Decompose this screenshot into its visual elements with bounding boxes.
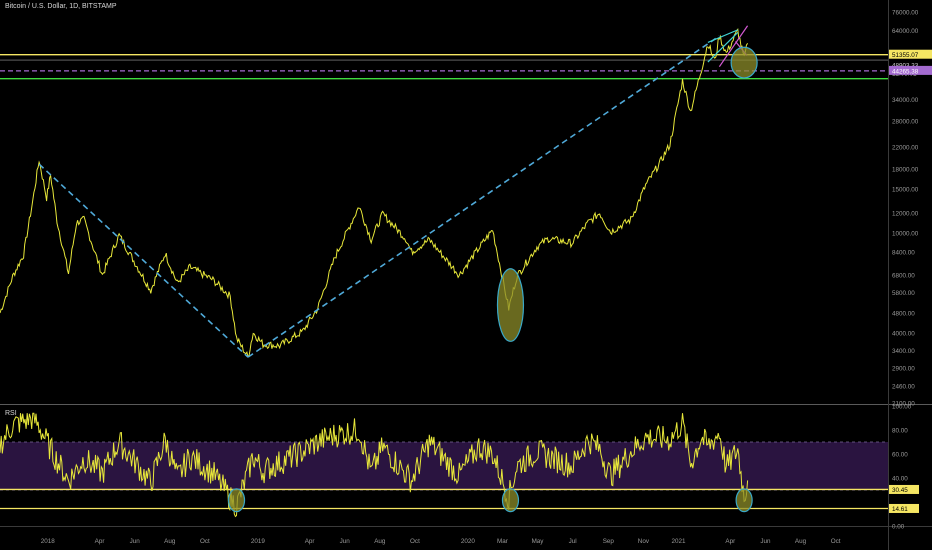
- x-tick-label: Apr: [95, 538, 105, 545]
- x-tick-label: Apr: [305, 538, 315, 545]
- rsi-series-line: [0, 412, 749, 518]
- wedge-line: [707, 32, 739, 63]
- price-highlight-ellipse: [730, 46, 758, 79]
- x-tick-label: Oct: [200, 538, 210, 545]
- rsi-highlight-ellipse: [227, 488, 246, 513]
- price-highlight-ellipse: [496, 268, 525, 342]
- trendline: [247, 35, 720, 358]
- rsi-tick-label: 100.00: [892, 404, 912, 411]
- rsi-tick-label: 40.00: [892, 476, 908, 483]
- x-tick-label: Jun: [130, 538, 141, 545]
- wedge-line: [718, 25, 749, 68]
- rsi-tick-label: 80.00: [892, 428, 908, 435]
- price-tick-label: 18000.00: [892, 166, 919, 173]
- price-tick-label: 8400.00: [892, 249, 915, 256]
- price-tick-label: 4000.00: [892, 330, 915, 337]
- price-tick-label: 5800.00: [892, 290, 915, 297]
- price-label-badge: [889, 49, 932, 59]
- rsi-tick-label: 60.00: [892, 452, 908, 459]
- price-tick-label: 4800.00: [892, 310, 915, 317]
- price-tick-label: 10000.00: [892, 230, 919, 237]
- price-tick-label: 28000.00: [892, 118, 919, 125]
- price-tick-label: 2900.00: [892, 365, 915, 372]
- x-tick-label: 2020: [461, 538, 476, 545]
- x-tick-label: Sep: [603, 538, 615, 545]
- price-tick-label: 51355.07: [892, 52, 919, 59]
- price-tick-label: 34000.00: [892, 97, 919, 104]
- rsi-tick-label: 14.61: [892, 506, 908, 513]
- price-tick-label: 2460.00: [892, 383, 915, 390]
- wedge-line: [707, 29, 739, 43]
- rsi-label-badge: [889, 484, 919, 494]
- rsi-highlight-ellipse: [501, 488, 520, 513]
- x-tick-label: Jun: [760, 538, 771, 545]
- x-tick-label: 2019: [251, 538, 266, 545]
- rsi-label-badge: [889, 503, 919, 513]
- rsi-highlight-ellipse: [735, 488, 753, 513]
- x-tick-label: Jun: [340, 538, 351, 545]
- price-tick-label: 15000.00: [892, 186, 919, 193]
- price-tick-label: 64000.00: [892, 28, 919, 35]
- x-tick-label: Nov: [638, 538, 650, 545]
- x-tick-label: 2021: [672, 538, 687, 545]
- rsi-tick-label: 0.00: [892, 524, 905, 531]
- price-tick-label: 12000.00: [892, 211, 919, 218]
- trendline: [38, 163, 249, 358]
- x-tick-label: Aug: [374, 538, 386, 545]
- rsi-tick-label: 30.45: [892, 487, 908, 494]
- x-tick-label: May: [532, 538, 545, 545]
- price-tick-label: 2100.00: [892, 401, 915, 408]
- rsi-title: RSI: [5, 410, 17, 417]
- x-tick-label: Oct: [831, 538, 841, 545]
- rsi-band: [0, 442, 888, 490]
- chart-title: Bitcoin / U.S. Dollar, 1D, BITSTAMP: [5, 3, 117, 10]
- x-tick-label: Aug: [164, 538, 176, 545]
- price-tick-label: 44265.38: [892, 68, 919, 75]
- x-tick-label: Mar: [497, 538, 508, 545]
- x-tick-label: Oct: [410, 538, 420, 545]
- price-tick-label: 6800.00: [892, 272, 915, 279]
- price-tick-label: 76000.00: [892, 10, 919, 17]
- x-tick-label: Jul: [569, 538, 577, 545]
- x-tick-label: 2018: [41, 538, 56, 545]
- price-tick-label: 22000.00: [892, 145, 919, 152]
- price-tick-label: 3400.00: [892, 348, 915, 355]
- price-label-badge: [889, 65, 932, 75]
- x-tick-label: Aug: [795, 538, 807, 545]
- x-tick-label: Apr: [725, 538, 735, 545]
